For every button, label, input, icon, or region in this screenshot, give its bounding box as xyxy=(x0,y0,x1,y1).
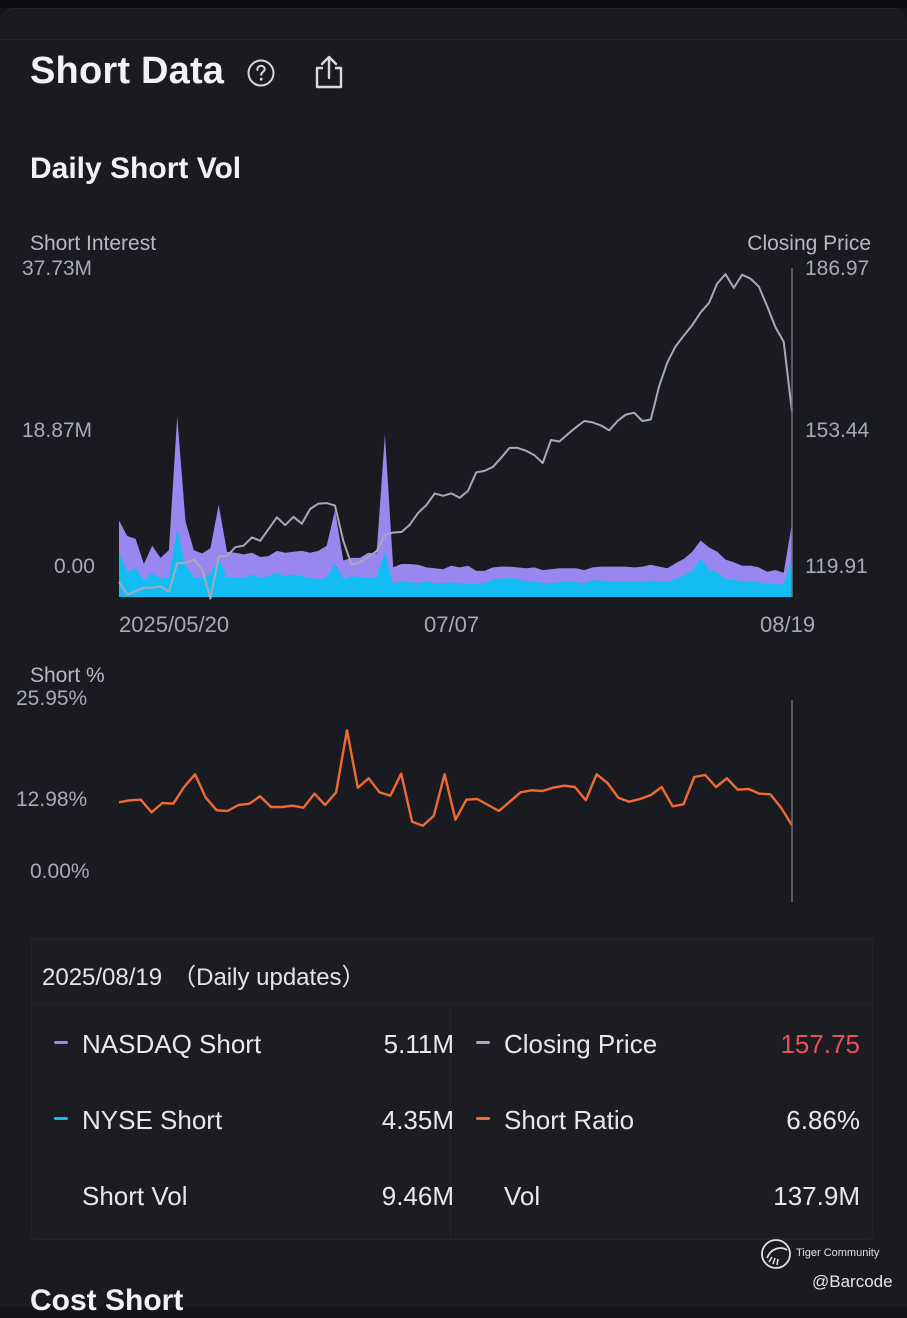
short-volume-charts[interactable] xyxy=(0,0,907,930)
legend-short-ratio: Short Ratio 6.86% xyxy=(476,1099,860,1139)
brand-watermark: Tiger Community xyxy=(759,1238,899,1270)
divider xyxy=(450,1003,451,1239)
price-legend-swatch xyxy=(476,1041,490,1044)
legend-value: 4.35M xyxy=(381,1105,454,1135)
right-axis-clip: 186.97 153.44 xyxy=(805,250,871,550)
daily-summary-panel: 2025/08/19 （Daily updates） NASDAQ Short 5… xyxy=(31,938,873,1240)
status-strip xyxy=(0,0,907,8)
pct-tick-label: 0.00% xyxy=(30,860,90,883)
legend-closing-price: Closing Price 157.75 xyxy=(476,1023,860,1063)
legend-label: NASDAQ Short xyxy=(82,1029,262,1059)
x-tick-label: 08/19 xyxy=(760,612,816,637)
closing-price-line xyxy=(118,273,793,600)
short-pct-caption: Short % xyxy=(30,664,105,687)
summary-vol: Vol 137.9M xyxy=(476,1175,860,1215)
nyse-legend-swatch xyxy=(54,1117,68,1120)
x-tick-label: 07/07 xyxy=(424,612,480,637)
right-tick-label: 186.97 xyxy=(805,257,870,280)
right-tick-label: 119.91 xyxy=(805,555,868,578)
question-circle-icon[interactable] xyxy=(246,58,276,88)
pct-tick-label: 12.98% xyxy=(16,788,88,811)
summary-label: Vol xyxy=(504,1181,541,1211)
left-axis-caption: Short Interest xyxy=(30,232,157,255)
legend-value: 5.11M xyxy=(383,1029,454,1059)
divider xyxy=(0,39,907,40)
pct-tick-label: 25.95% xyxy=(16,687,88,710)
legend-value: 157.75 xyxy=(780,1029,860,1059)
right-axis-caption: Closing Price xyxy=(747,232,871,255)
page-title: Short Data xyxy=(30,50,225,92)
left-tick-label: 18.87M xyxy=(22,419,93,442)
tiger-logo-icon xyxy=(761,1239,791,1269)
share-icon[interactable] xyxy=(313,54,345,90)
legend-label: Short Ratio xyxy=(504,1105,635,1135)
nyse-short-area xyxy=(119,529,792,597)
short-ratio-line xyxy=(118,729,794,827)
legend-nasdaq-short: NASDAQ Short 5.11M xyxy=(54,1023,454,1063)
legend-nyse-short: NYSE Short 4.35M xyxy=(54,1099,454,1139)
ratio-legend-swatch xyxy=(476,1117,490,1120)
summary-label: Short Vol xyxy=(82,1181,188,1211)
section-title: Daily Short Vol xyxy=(30,152,242,185)
legend-label: NYSE Short xyxy=(82,1105,223,1135)
x-tick-label: 2025/05/20 xyxy=(119,612,230,637)
summary-date: 2025/08/19 （Daily updates） xyxy=(42,964,366,991)
legend-label: Closing Price xyxy=(504,1029,658,1059)
summary-short-vol: Short Vol 9.46M xyxy=(54,1175,454,1215)
summary-value: 137.9M xyxy=(773,1181,860,1211)
next-section-title: Cost Short xyxy=(30,1284,184,1317)
left-tick-label: 37.73M xyxy=(22,257,93,280)
legend-value: 6.86% xyxy=(786,1105,860,1135)
right-tick-label: 153.44 xyxy=(805,419,870,442)
left-tick-label: 0.00 xyxy=(54,555,95,578)
nasdaq-legend-swatch xyxy=(54,1041,68,1044)
divider xyxy=(32,1003,872,1004)
right-axis-clip: 119.91 xyxy=(805,550,871,590)
brand-name: Tiger Community xyxy=(796,1247,880,1259)
author-handle: @Barcode xyxy=(812,1272,893,1291)
summary-value: 9.46M xyxy=(381,1181,454,1211)
